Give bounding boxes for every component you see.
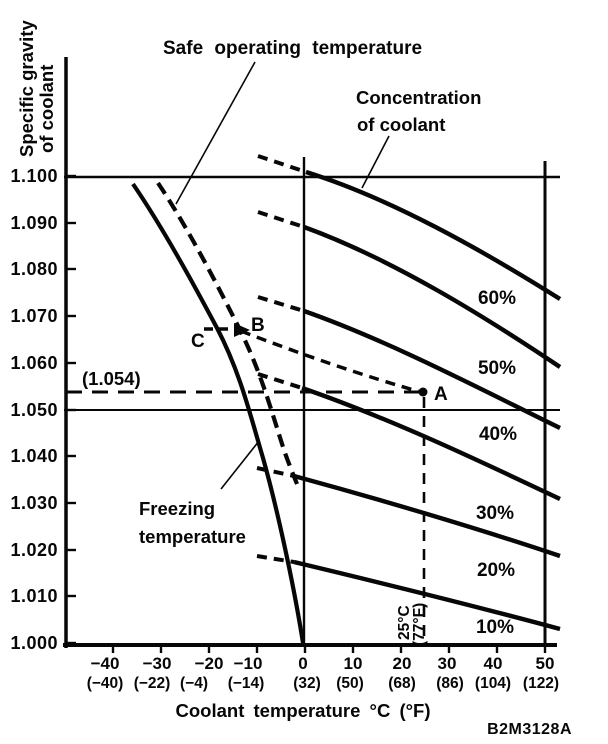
concentration-20-dashed-start [256,466,295,478]
concentration-label-60: 60% [478,288,516,309]
safe-operating-temperature-curve [156,181,299,485]
safe-operating-label: Safe operating temperature [163,38,422,59]
temp-25c-label: 25°C [396,605,413,640]
b-to-a-dashed-curve [240,329,422,394]
y-tick-label: 1.060 [10,353,58,373]
x-tick-label-c: 10 [344,654,363,673]
x-tick-label-c: −40 [91,654,120,673]
y-axis-ticks [66,174,76,645]
x-axis-title: Coolant temperature °C (°F) [176,700,431,721]
concentration-label-30: 30% [476,503,514,524]
y-tick-label: 1.090 [10,213,58,233]
concentration-label-line1: Concentration [356,87,481,108]
y-tick-label: 1.030 [10,493,58,513]
concentration-label-10: 10% [476,617,514,638]
point-a-label: A [434,384,448,405]
x-tick-label-c: 30 [438,654,457,673]
temp-77f-label: (77°F) [411,603,428,646]
concentration-curve-30 [301,385,561,501]
x-tick-label-c: −30 [143,654,172,673]
y-tick-label: 1.020 [10,540,58,560]
x-tick-label-f: (−22) [134,675,171,692]
y-tick-label: 1.080 [10,259,58,279]
x-tick-label-c: 40 [484,654,503,673]
x-tick-label-f: (68) [388,675,416,692]
concentration-curve-20 [293,473,561,559]
freezing-leader-line [220,440,260,490]
x-tick-label-f: (104) [475,675,511,692]
y-tick-label: 1.010 [10,586,58,606]
figure-code: B2M3128A [487,721,572,738]
x-tick-label-f: (32) [293,675,321,692]
concentration-curve-50 [303,224,562,369]
freezing-temperature-curve [131,182,306,644]
freezing-label-line2: temperature [139,526,246,547]
concentration-label-50: 50% [478,358,516,379]
concentration-label-40: 40% [479,424,517,445]
concentration-curve-dashed-extensions [256,154,307,564]
concentration-curves [293,169,562,632]
concentration-60-dashed-start [257,154,307,174]
concentration-label-20: 20% [477,560,515,581]
x-tick-label-c: −10 [234,654,263,673]
y-tick-label: 1.100 [10,166,58,186]
x-tick-label-c: 20 [393,654,412,673]
concentration-curve-40 [303,308,561,430]
concentration-50-dashed-start [257,210,305,229]
x-tick-label-c: 50 [536,654,555,673]
x-tick-label-f: (−14) [228,675,265,692]
point-a-marker [418,387,428,397]
gravity-1.054-label: (1.054) [82,368,141,389]
concentration-40-dashed-start [257,295,305,313]
concentration-30-dashed-start [257,372,303,390]
point-c-label: C [191,331,205,352]
concentration-label-line2: of coolant [357,114,445,135]
y-axis-title-line2: of coolant [36,65,57,153]
y-tick-label: 1.070 [10,306,58,326]
concentration-leader-line [361,135,390,189]
y-axis-title-line1: Specific gravity [16,20,37,157]
x-tick-label-f: (122) [523,675,559,692]
y-tick-label: 1.040 [10,446,58,466]
safe-operating-leader-line [175,61,256,205]
y-tick-label: 1.000 [10,633,58,653]
concentration-curve-10 [293,559,561,632]
x-tick-label-f: (−4) [180,675,208,692]
point-b-label: B [251,315,265,336]
concentration-10-dashed-start [256,554,295,564]
x-axis-ticks [111,645,547,653]
x-tick-label-c: 0 [298,654,307,673]
x-tick-label-f: (−40) [87,675,124,692]
x-tick-label-c: −20 [195,654,224,673]
concentration-curve-60 [305,169,562,301]
freezing-label-line1: Freezing [139,498,215,519]
x-tick-label-f: (50) [336,675,364,692]
x-tick-label-f: (86) [436,675,464,692]
y-tick-label: 1.050 [10,400,58,420]
